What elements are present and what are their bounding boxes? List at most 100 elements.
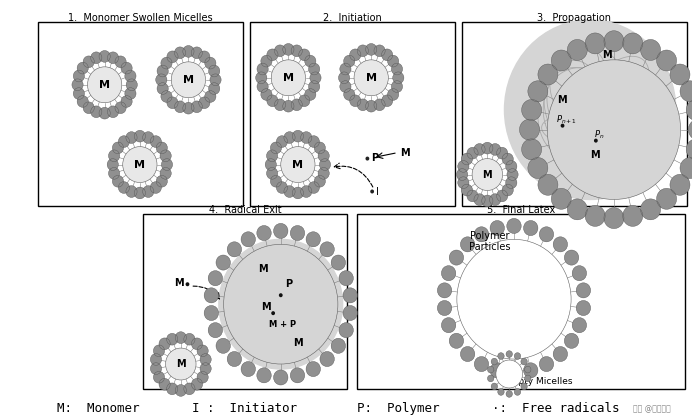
Text: M: M	[261, 302, 271, 312]
Circle shape	[572, 318, 587, 333]
Circle shape	[199, 51, 210, 63]
Circle shape	[197, 345, 208, 357]
Text: M: M	[183, 75, 194, 85]
Text: $P_{n+1}$: $P_{n+1}$	[556, 113, 577, 126]
Circle shape	[670, 64, 690, 85]
Text: M: M	[99, 80, 110, 90]
Circle shape	[539, 357, 554, 372]
Text: M: M	[557, 95, 566, 105]
Circle shape	[482, 142, 493, 154]
Circle shape	[204, 288, 219, 303]
Circle shape	[487, 375, 494, 382]
Circle shape	[567, 40, 588, 60]
Circle shape	[273, 370, 288, 385]
Text: 2.  Initiation: 2. Initiation	[323, 13, 382, 23]
Circle shape	[437, 301, 452, 316]
Circle shape	[284, 186, 295, 197]
Circle shape	[392, 81, 403, 93]
Circle shape	[525, 375, 531, 382]
Circle shape	[184, 333, 195, 345]
Circle shape	[125, 88, 136, 99]
Circle shape	[91, 106, 102, 118]
Circle shape	[528, 81, 548, 102]
Circle shape	[349, 95, 361, 107]
Bar	[38, 22, 243, 206]
Text: M + P: M + P	[269, 320, 296, 329]
Circle shape	[388, 89, 399, 100]
Circle shape	[565, 333, 579, 348]
Circle shape	[680, 81, 692, 102]
Circle shape	[331, 338, 345, 353]
Circle shape	[306, 362, 320, 377]
Circle shape	[308, 136, 320, 148]
Circle shape	[224, 244, 338, 364]
Circle shape	[474, 143, 485, 155]
Circle shape	[343, 306, 357, 321]
Circle shape	[300, 132, 312, 143]
Circle shape	[183, 45, 194, 57]
Circle shape	[300, 186, 312, 197]
Circle shape	[204, 306, 219, 321]
Circle shape	[525, 366, 531, 373]
Circle shape	[344, 55, 355, 67]
Circle shape	[167, 333, 178, 345]
Circle shape	[77, 95, 89, 107]
Circle shape	[585, 206, 605, 226]
Circle shape	[561, 124, 565, 128]
Circle shape	[506, 177, 517, 188]
Circle shape	[641, 40, 661, 60]
Circle shape	[318, 150, 329, 162]
Circle shape	[183, 102, 194, 114]
Circle shape	[604, 31, 624, 52]
Circle shape	[143, 186, 154, 197]
Circle shape	[553, 237, 567, 252]
Circle shape	[365, 156, 370, 161]
Bar	[251, 22, 455, 206]
Circle shape	[474, 194, 485, 206]
Circle shape	[474, 357, 489, 372]
Circle shape	[299, 95, 310, 107]
Circle shape	[115, 56, 126, 68]
Circle shape	[686, 100, 692, 121]
Circle shape	[344, 89, 355, 100]
Circle shape	[538, 174, 558, 195]
Circle shape	[524, 221, 538, 236]
Circle shape	[497, 147, 508, 159]
Circle shape	[284, 132, 295, 143]
Bar	[462, 22, 687, 206]
Circle shape	[157, 65, 168, 77]
Circle shape	[241, 232, 255, 247]
Circle shape	[340, 81, 351, 93]
Circle shape	[267, 49, 278, 61]
Circle shape	[299, 49, 310, 61]
Circle shape	[338, 72, 349, 84]
Circle shape	[200, 354, 211, 365]
Circle shape	[331, 255, 345, 270]
Circle shape	[538, 64, 558, 85]
Circle shape	[197, 372, 208, 383]
Circle shape	[357, 45, 368, 57]
Circle shape	[73, 88, 84, 99]
Circle shape	[565, 250, 579, 265]
Circle shape	[192, 338, 203, 350]
Circle shape	[441, 266, 456, 281]
Circle shape	[524, 363, 538, 378]
Circle shape	[161, 57, 172, 69]
Circle shape	[462, 153, 473, 165]
Circle shape	[126, 186, 137, 197]
Circle shape	[257, 63, 268, 75]
Circle shape	[283, 100, 294, 112]
Circle shape	[261, 55, 272, 67]
Circle shape	[271, 60, 305, 96]
Circle shape	[118, 182, 129, 193]
Circle shape	[585, 33, 605, 54]
Circle shape	[109, 150, 120, 162]
Circle shape	[156, 176, 167, 187]
Circle shape	[279, 293, 282, 297]
Circle shape	[504, 20, 676, 199]
Circle shape	[157, 83, 168, 94]
Circle shape	[191, 101, 202, 113]
Circle shape	[273, 224, 288, 239]
Text: M: M	[365, 73, 376, 83]
Circle shape	[502, 184, 513, 196]
